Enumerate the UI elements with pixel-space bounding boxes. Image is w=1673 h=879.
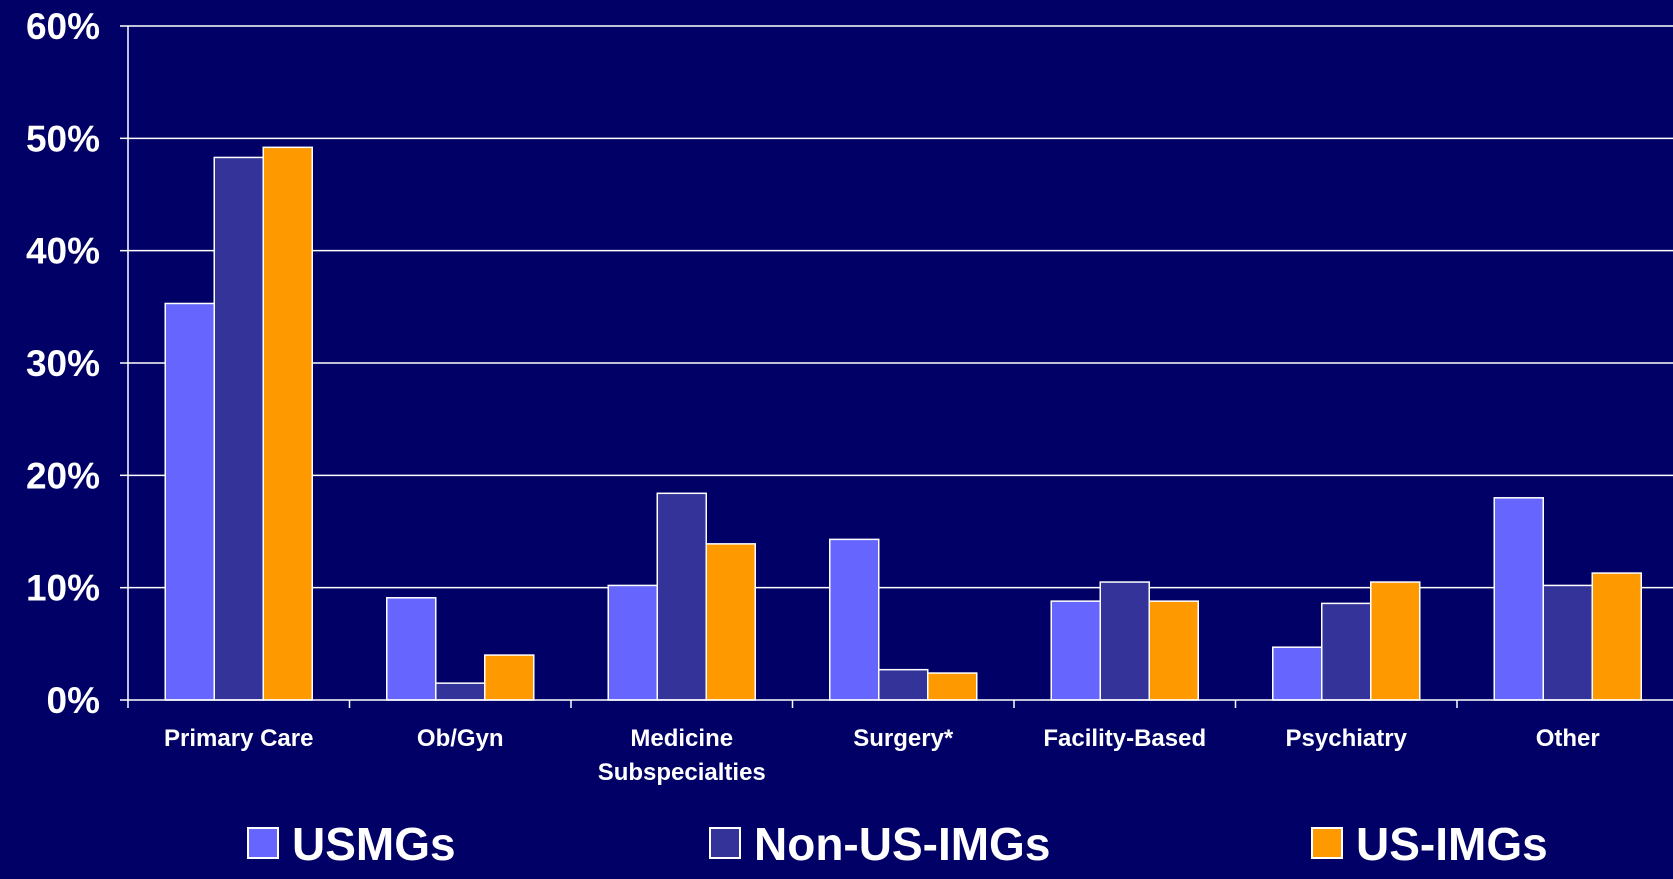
bar-non-us-imgs (435, 682, 486, 701)
bar-non-us-imgs (656, 492, 707, 701)
bar-non-us-imgs (1542, 584, 1593, 701)
bar-non-us-imgs (1099, 581, 1150, 701)
legend-swatch (247, 827, 279, 859)
bar-non-us-imgs (1321, 602, 1372, 701)
y-tick-labels: 0% 10% 20% 30% 40% 50% 60% (26, 6, 100, 721)
x-category-label: Medicine (630, 725, 733, 752)
y-tick-label: 10% (26, 568, 100, 609)
x-category-label: Psychiatry (1286, 725, 1408, 752)
bar-non-us-imgs (878, 668, 929, 701)
bar-us-imgs (262, 146, 313, 701)
y-tick-label: 20% (26, 455, 100, 496)
y-tick-label: 0% (47, 680, 100, 721)
legend-label: USMGs (292, 818, 456, 870)
bar-usmgs (164, 302, 215, 701)
y-tick-label: 40% (26, 231, 100, 272)
legend-label: US-IMGs (1356, 818, 1548, 870)
x-category-label: Subspecialties (598, 759, 766, 786)
bar-us-imgs (484, 654, 535, 701)
bar-us-imgs (1148, 600, 1199, 701)
gridlines (128, 25, 1673, 589)
y-tick-label: 60% (26, 6, 100, 47)
x-category-label: Other (1536, 725, 1600, 752)
bar-us-imgs (1591, 572, 1642, 701)
bar-us-imgs (927, 672, 978, 701)
x-category-labels: Primary Care Ob/Gyn Medicine Subspecialties… (164, 725, 1600, 786)
x-category-label: Facility-Based (1043, 725, 1206, 752)
legend: USMGs Non-US-IMGs US-IMGs (247, 818, 1548, 870)
bar-us-imgs (1370, 581, 1421, 701)
x-category-label: Primary Care (164, 725, 313, 752)
x-category-label: Ob/Gyn (417, 725, 504, 752)
bar-non-us-imgs (213, 156, 264, 701)
legend-swatch (709, 827, 741, 859)
bar-usmgs (1050, 600, 1101, 701)
y-tick-label: 30% (26, 343, 100, 384)
legend-label: Non-US-IMGs (754, 818, 1050, 870)
bar-usmgs (1493, 497, 1544, 701)
bar-usmgs (607, 584, 658, 701)
bar-usmgs (829, 538, 880, 701)
bars (164, 146, 1642, 701)
bar-usmgs (386, 597, 437, 701)
bar-us-imgs (705, 543, 756, 701)
y-tick-label: 50% (26, 118, 100, 159)
legend-swatch (1311, 827, 1343, 859)
x-category-label: Surgery* (853, 725, 954, 752)
bar-usmgs (1272, 646, 1323, 701)
axes (120, 25, 1673, 708)
